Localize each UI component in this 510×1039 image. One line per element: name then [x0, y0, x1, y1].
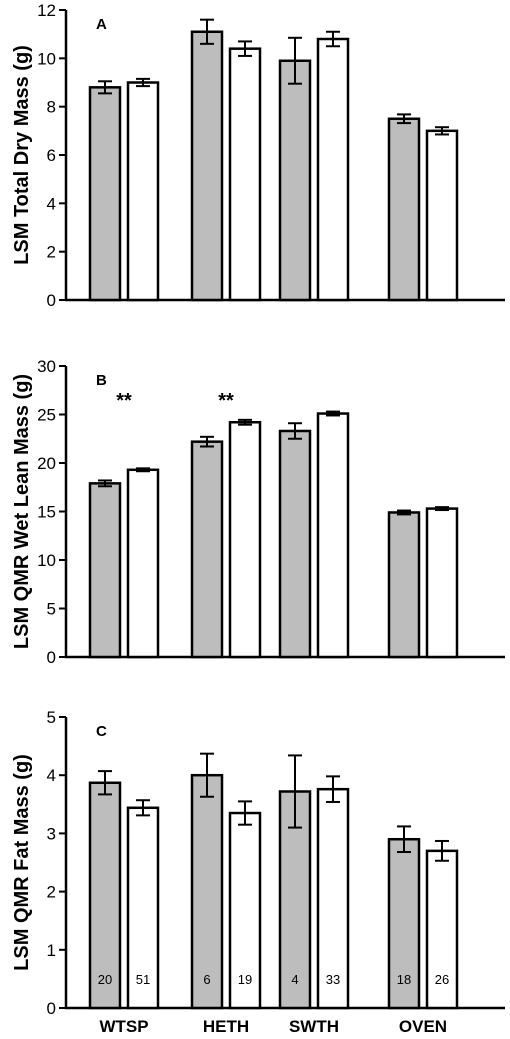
- error-bar: [326, 30, 340, 48]
- y-tick-label: 2: [47, 883, 56, 902]
- y-tick-label: 4: [47, 194, 56, 213]
- error-bar: [200, 435, 214, 448]
- panel-B: LSM QMR Wet Lean Mass (g) 0 5 10 15 20 25 30 B **…: [11, 357, 505, 667]
- error-bar: [326, 410, 340, 417]
- error-bar: [397, 113, 411, 125]
- bar-heth-white: [228, 811, 262, 1010]
- y-tick-label: 2: [47, 243, 56, 262]
- error-bar: [136, 799, 150, 817]
- error-bar: [136, 467, 150, 473]
- error-bar: [397, 509, 411, 516]
- sample-size-label: 4: [291, 972, 298, 987]
- significance-marker: **: [116, 390, 132, 412]
- error-bar: [435, 126, 449, 136]
- bar-heth-white: [228, 47, 262, 302]
- error-bar: [326, 775, 340, 803]
- error-bar: [238, 40, 252, 57]
- y-tick-label: 10: [37, 49, 56, 68]
- bar-oven-white: [425, 507, 459, 659]
- bar-oven-white: [425, 129, 459, 302]
- sample-size-label: 18: [397, 972, 411, 987]
- sample-size-label: 19: [238, 972, 252, 987]
- y-tick-label: 6: [47, 146, 56, 165]
- x-category-label: SWTH: [289, 1017, 339, 1036]
- panel-A: LSM Total Dry Mass (g) 0 2 4 6 8 10 12 A: [11, 1, 505, 310]
- bar-heth-gray: [190, 440, 224, 659]
- bar-oven-gray: [387, 511, 421, 659]
- sample-size-label: 20: [98, 972, 112, 987]
- error-bar: [288, 36, 302, 85]
- bar-heth-white: [228, 421, 262, 659]
- sample-size-label: 6: [203, 972, 210, 987]
- error-bar: [435, 506, 449, 512]
- y-tick-label: 3: [47, 824, 56, 843]
- y-tick-label: 5: [47, 708, 56, 727]
- y-axis-label: LSM Total Dry Mass (g): [11, 45, 33, 265]
- bar-swth-gray: [278, 59, 312, 302]
- bar-wtsp-white: [126, 468, 160, 659]
- bar-oven-gray: [387, 837, 421, 1010]
- bar-swth-white: [316, 412, 350, 659]
- y-tick-label: 30: [37, 357, 56, 376]
- y-axis-label: LSM QMR Fat Mass (g): [11, 754, 33, 971]
- y-tick-label: 5: [47, 600, 56, 619]
- y-axis-label: LSM QMR Wet Lean Mass (g): [11, 374, 33, 649]
- error-bar: [136, 77, 150, 88]
- bar-heth-gray: [190, 773, 224, 1010]
- y-tick-label: 8: [47, 98, 56, 117]
- y-tick-label: 1: [47, 941, 56, 960]
- panel-label: B: [96, 372, 107, 389]
- bar-wtsp-gray: [88, 86, 122, 302]
- y-tick-label: 0: [47, 291, 56, 310]
- sample-size-label: 26: [435, 972, 449, 987]
- error-bar: [288, 422, 302, 440]
- error-bar: [435, 839, 449, 862]
- error-bar: [98, 80, 112, 95]
- sample-size-label: 51: [136, 972, 150, 987]
- error-bar: [98, 770, 112, 796]
- bar-swth-gray: [278, 429, 312, 659]
- x-category-label: WTSP: [99, 1017, 148, 1036]
- panel-label: A: [96, 16, 107, 33]
- significance-marker: **: [218, 390, 234, 412]
- sample-size-label: 33: [326, 972, 340, 987]
- error-bar: [238, 418, 252, 426]
- bar-oven-gray: [387, 117, 421, 302]
- bar-swth-white: [316, 37, 350, 302]
- y-tick-label: 0: [47, 648, 56, 667]
- bar-wtsp-white: [126, 81, 160, 302]
- error-bar: [238, 800, 252, 826]
- error-bar: [200, 18, 214, 45]
- error-bar: [200, 752, 214, 798]
- y-tick-label: 4: [47, 766, 56, 785]
- panel-label: C: [96, 723, 107, 740]
- y-tick-label: 20: [37, 454, 56, 473]
- x-category-label: OVEN: [399, 1017, 447, 1036]
- y-tick-label: 12: [37, 1, 56, 20]
- error-bar: [397, 825, 411, 854]
- bar-heth-gray: [190, 30, 224, 302]
- bar-wtsp-gray: [88, 482, 122, 659]
- error-bar: [98, 479, 112, 488]
- panel-C: LSM QMR Fat Mass (g) 0 1 2 3 4 5 C 20 51 6 19 4 33 18 2…: [11, 708, 505, 1018]
- y-tick-label: 0: [47, 999, 56, 1018]
- x-category-label: HETH: [203, 1017, 249, 1036]
- y-tick-label: 10: [37, 551, 56, 570]
- y-tick-label: 15: [37, 503, 56, 522]
- y-tick-label: 25: [37, 406, 56, 425]
- error-bar: [288, 754, 302, 829]
- bar-wtsp-white: [126, 806, 160, 1010]
